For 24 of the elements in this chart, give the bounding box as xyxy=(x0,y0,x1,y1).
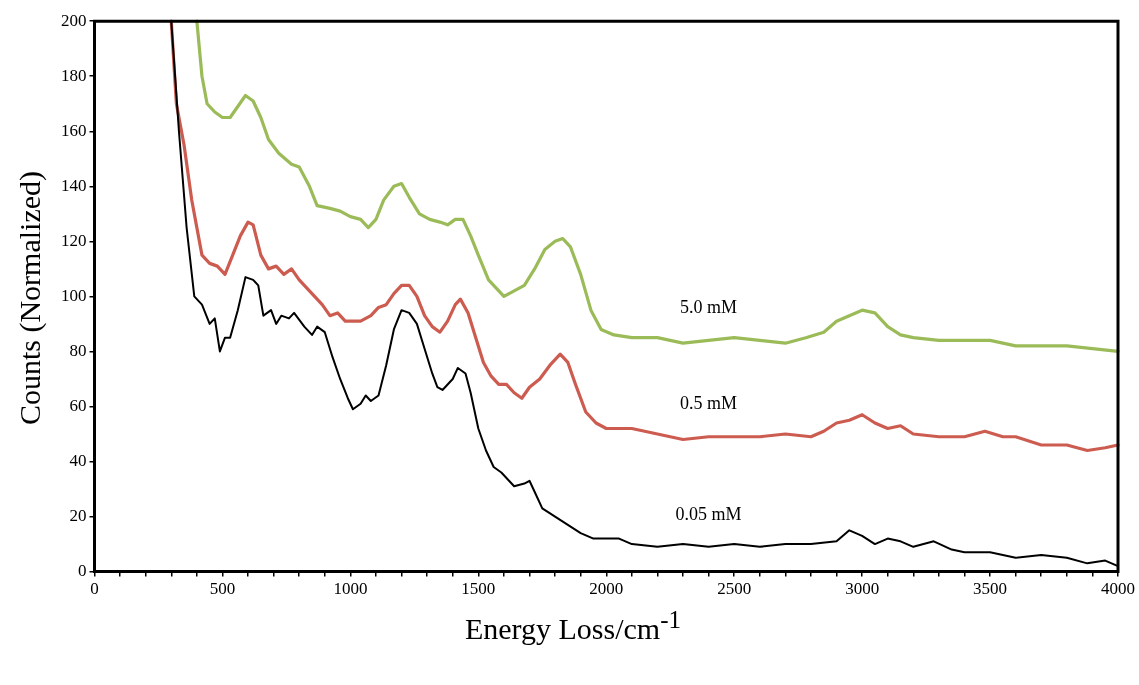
y-tick-label: 40 xyxy=(69,450,87,470)
x-tick-label: 500 xyxy=(209,579,236,599)
y-tick-label: 200 xyxy=(61,10,87,30)
y-tick-label: 140 xyxy=(61,175,87,195)
y-tick-label: 60 xyxy=(69,395,87,415)
y-tick-label: 0 xyxy=(78,561,87,581)
y-axis-title: Counts (Normalized) xyxy=(13,170,47,426)
x-tick-label: 2000 xyxy=(589,579,624,599)
x-tick-label: 1000 xyxy=(333,579,368,599)
y-tick-label: 180 xyxy=(61,65,87,85)
series-label: 0.5 mM xyxy=(680,393,738,414)
y-tick-label: 120 xyxy=(61,230,87,250)
y-tick-label: 160 xyxy=(61,120,87,140)
x-tick-label: 2500 xyxy=(717,579,752,599)
x-axis-title: Energy Loss/cm$^{-1}$ xyxy=(463,606,683,646)
y-tick-label: 80 xyxy=(69,340,87,360)
x-tick-label: 3000 xyxy=(845,579,880,599)
y-tick-label: 100 xyxy=(61,285,87,305)
series-label: 0.05 mM xyxy=(675,503,742,524)
y-tick-label: 20 xyxy=(69,506,87,526)
x-tick-label: 4000 xyxy=(1101,579,1135,599)
x-tick-label: 1500 xyxy=(461,579,496,599)
series-label: 5.0 mM xyxy=(680,297,738,318)
x-tick-label: 3500 xyxy=(973,579,1008,599)
